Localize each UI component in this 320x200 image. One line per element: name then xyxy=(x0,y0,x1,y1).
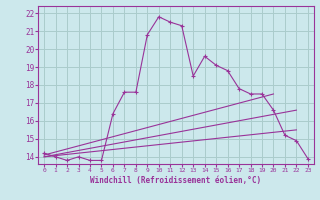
X-axis label: Windchill (Refroidissement éolien,°C): Windchill (Refroidissement éolien,°C) xyxy=(91,176,261,185)
